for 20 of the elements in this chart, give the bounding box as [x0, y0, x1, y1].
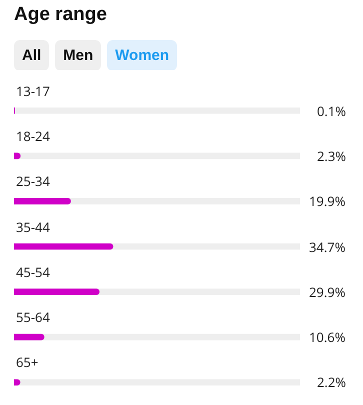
y-tick-label: 65+: [16, 353, 38, 371]
data-label: 29.9%: [309, 283, 346, 301]
data-label: 2.2%: [317, 373, 346, 391]
y-tick-label: 55-64: [16, 308, 50, 326]
y-tick-label: 45-54: [16, 263, 50, 281]
data-label: 0.1%: [317, 102, 346, 120]
y-tick-label: 13-17: [16, 82, 50, 100]
text: Women: [107, 40, 178, 71]
y-tick-label: 35-44: [16, 218, 50, 236]
data-label: 2.3%: [317, 147, 346, 165]
text: All: [14, 40, 50, 71]
data-label: 19.9%: [309, 192, 346, 210]
data-label: 34.7%: [309, 238, 346, 256]
bar: [14, 198, 71, 204]
y-tick-label: 25-34: [16, 172, 50, 190]
text: Men: [55, 40, 102, 71]
y-tick-label: 18-24: [16, 127, 50, 145]
chart-title: Age range: [14, 4, 107, 26]
data-label: 10.6%: [309, 328, 346, 346]
bar: [14, 334, 44, 340]
